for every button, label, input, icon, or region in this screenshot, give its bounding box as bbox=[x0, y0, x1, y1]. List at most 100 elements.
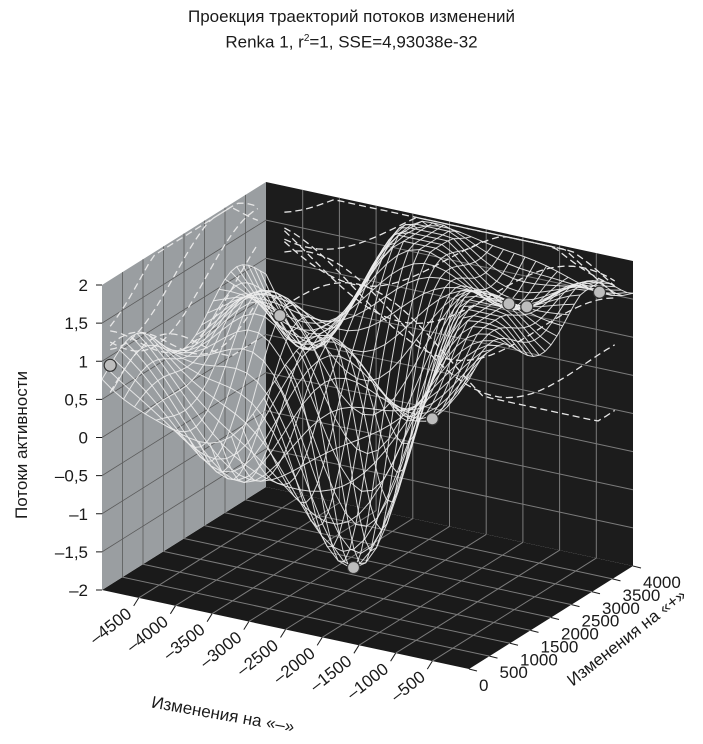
y-tick-mark bbox=[530, 629, 539, 633]
left-wall-contour bbox=[110, 202, 259, 351]
mesh-line-x bbox=[274, 222, 439, 548]
z-tick-label: 0 bbox=[79, 429, 88, 448]
mesh-line-x bbox=[328, 245, 494, 531]
z-tick-label: 2 bbox=[79, 276, 88, 295]
z-tick-label: –1 bbox=[69, 505, 88, 524]
z-tick-label: –1,5 bbox=[55, 543, 88, 562]
floor-gridline bbox=[204, 525, 572, 606]
mesh-line-x bbox=[404, 276, 569, 418]
z-tick-label: –2 bbox=[69, 581, 88, 600]
y-tick-label: 3000 bbox=[602, 599, 640, 618]
x-tick-mark bbox=[390, 652, 397, 662]
floor-gridline bbox=[358, 541, 524, 646]
y-tick-mark bbox=[591, 591, 601, 595]
floor-gridline bbox=[432, 557, 597, 662]
left-gridline bbox=[101, 410, 267, 515]
contour-projections bbox=[109, 199, 616, 422]
x-tick-mark bbox=[169, 605, 176, 615]
mesh-line-x bbox=[317, 240, 483, 552]
y-tick-mark bbox=[509, 642, 519, 646]
y-tick-label: 500 bbox=[500, 663, 528, 682]
back-gridline bbox=[265, 334, 634, 414]
mesh-line-x bbox=[133, 296, 299, 408]
surface-point bbox=[273, 308, 287, 323]
mesh-line-x bbox=[349, 252, 515, 474]
x-tick-label: –500 bbox=[387, 667, 429, 705]
chart-title: Проекция траекторий потоков изменений bbox=[187, 7, 515, 26]
y-tick-label: 0 bbox=[479, 676, 488, 695]
x-tick-mark bbox=[353, 645, 360, 654]
y-tick-mark bbox=[550, 617, 560, 620]
left-gridline bbox=[101, 448, 267, 553]
x-tick-mark bbox=[280, 629, 286, 638]
floor-gridline bbox=[395, 549, 560, 654]
surface-point bbox=[592, 285, 607, 299]
y-tick-mark bbox=[632, 565, 642, 569]
left-gridline bbox=[101, 334, 267, 438]
z-tick-label: 1,5 bbox=[64, 314, 88, 333]
mesh-line-x bbox=[414, 282, 580, 422]
y-tick-mark bbox=[612, 578, 621, 582]
x-tick-mark bbox=[133, 597, 140, 607]
back-wall-contour bbox=[284, 216, 616, 295]
z-tick-label: –0,5 bbox=[55, 467, 88, 486]
x-tick-mark bbox=[206, 613, 213, 622]
mesh-line-x bbox=[209, 270, 375, 481]
left-gridline bbox=[101, 219, 267, 324]
floor-gridline bbox=[224, 512, 593, 593]
z-tick-label: 0,5 bbox=[64, 390, 88, 409]
mesh-line-x bbox=[360, 256, 526, 444]
x-tick-mark bbox=[243, 621, 250, 630]
mesh-line-x bbox=[457, 280, 623, 395]
wall-gridlines bbox=[101, 189, 634, 662]
surface-point bbox=[502, 297, 516, 311]
mesh-line-x bbox=[220, 255, 386, 484]
surface-point bbox=[520, 300, 534, 314]
mesh-line-x bbox=[166, 289, 332, 433]
mesh-line-x bbox=[306, 236, 472, 565]
mesh-line-x bbox=[112, 282, 277, 391]
y-tick-label: 2000 bbox=[561, 625, 599, 644]
mesh-line-x bbox=[177, 290, 343, 448]
mesh-line-x bbox=[241, 232, 407, 486]
chart-subtitle: Renka 1, r2=1, SSE=4,93038e-32 bbox=[225, 32, 478, 52]
data-points bbox=[103, 285, 607, 575]
y-tick-mark bbox=[468, 668, 478, 672]
y-tick-mark bbox=[489, 655, 498, 659]
y-tick-label: 1500 bbox=[541, 637, 579, 656]
y-tick-mark bbox=[571, 604, 580, 608]
x-tick-mark bbox=[426, 660, 433, 670]
mesh-line-x bbox=[155, 291, 321, 421]
x-tick-mark bbox=[316, 637, 323, 646]
back-gridline bbox=[265, 257, 634, 338]
back-wall-contour bbox=[284, 199, 615, 287]
surface-point bbox=[425, 412, 439, 426]
chart-title-block: Проекция траекторий потоков изменений Re… bbox=[0, 6, 703, 54]
back-gridline bbox=[265, 295, 634, 376]
mesh-line-x bbox=[144, 294, 310, 415]
left-wall-contour bbox=[109, 207, 259, 327]
y-tick-label: 2500 bbox=[582, 612, 620, 631]
mesh-line-x bbox=[101, 264, 267, 380]
back-wall-contour bbox=[284, 227, 615, 362]
x-axis-label: Изменения на «–» bbox=[150, 693, 296, 737]
surface-point bbox=[346, 560, 361, 575]
left-gridline bbox=[101, 372, 267, 476]
mesh-line-x bbox=[231, 242, 396, 482]
mesh-line-x bbox=[339, 249, 504, 503]
surface-point bbox=[103, 358, 117, 372]
mesh-line-x bbox=[468, 280, 634, 380]
z-tick-label: 1 bbox=[79, 352, 88, 371]
floor-gridline bbox=[321, 533, 487, 638]
z-axis-label: Потоки активности bbox=[12, 371, 31, 519]
mesh-line-x bbox=[252, 224, 418, 504]
y-tick-label: 4000 bbox=[643, 573, 681, 592]
back-gridline bbox=[265, 410, 634, 491]
mesh-line-x bbox=[285, 224, 450, 563]
mesh-line-x bbox=[382, 265, 548, 410]
y-tick-label: 3500 bbox=[623, 586, 661, 605]
y-tick-label: 1000 bbox=[520, 650, 558, 669]
surface-mesh bbox=[101, 220, 634, 569]
floor-gridline bbox=[285, 526, 450, 630]
